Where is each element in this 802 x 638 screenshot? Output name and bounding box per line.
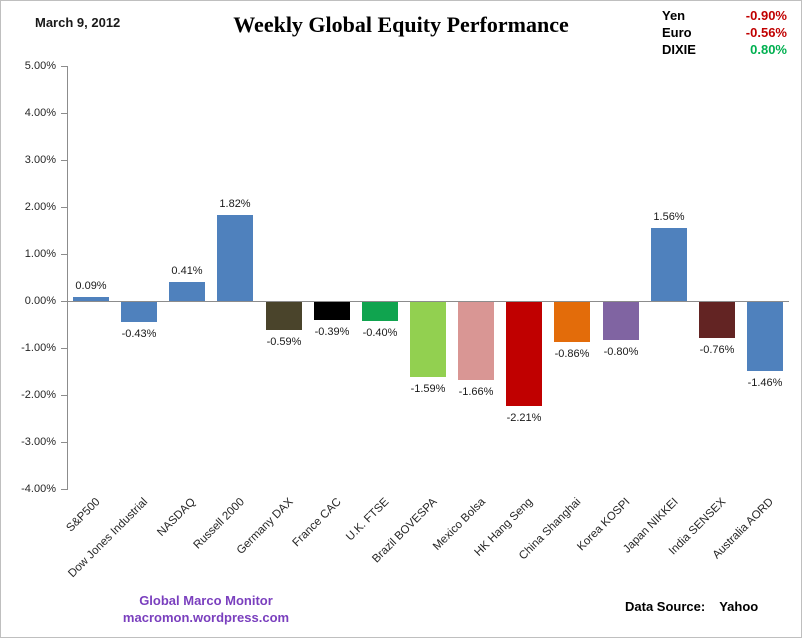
y-axis-tick-label: -2.00% — [21, 389, 56, 401]
chart-title: Weekly Global Equity Performance — [233, 12, 569, 37]
bar-hk-hang-seng — [506, 302, 542, 406]
y-axis-tick-label: 3.00% — [24, 154, 56, 166]
bar-dow-jones-industrial — [121, 302, 157, 322]
fx-value: 0.80% — [750, 42, 787, 57]
y-axis-tick-label: 1.00% — [24, 248, 56, 260]
brand-url: macromon.wordpress.com — [122, 610, 290, 625]
fx-row-yen: Yen -0.90% — [662, 7, 787, 24]
bar-russell-2000 — [217, 215, 253, 301]
y-axis-tick-label: 4.00% — [24, 107, 56, 119]
fx-label: Yen — [662, 8, 686, 23]
bar-value-label-korea-kospi: -0.80% — [603, 346, 639, 358]
y-axis-tick — [61, 254, 67, 255]
bar-value-label-germany-dax: -0.59% — [266, 336, 302, 348]
bar-brazil-bovespa — [410, 302, 446, 377]
bar-value-label-china-shanghai: -0.86% — [554, 348, 590, 360]
y-axis-line — [67, 66, 68, 490]
y-axis-tick-label: -3.00% — [21, 436, 56, 448]
fx-label: DIXIE — [662, 42, 696, 57]
y-axis-tick — [61, 113, 67, 114]
bar-value-label-s-p500: 0.09% — [75, 280, 107, 292]
bar-value-label-france-cac: -0.39% — [314, 326, 350, 338]
bar-value-label-hk-hang-seng: -2.21% — [506, 412, 542, 424]
fx-value: -0.90% — [745, 8, 787, 23]
brand-credit: Global Marco Monitor macromon.wordpress.… — [101, 592, 311, 626]
bar-value-label-dow-jones-industrial: -0.43% — [121, 328, 157, 340]
y-axis-tick — [61, 207, 67, 208]
y-axis-tick-label: 2.00% — [24, 201, 56, 213]
fx-row-dixie: DIXIE 0.80% — [662, 41, 787, 58]
bar-s-p500 — [73, 297, 109, 301]
fx-row-euro: Euro -0.56% — [662, 24, 787, 41]
y-axis-tick — [61, 301, 67, 302]
bar-value-label-japan-nikkei: 1.56% — [653, 211, 685, 223]
bar-value-label-australia-aord: -1.46% — [747, 377, 783, 389]
bar-value-label-russell-2000: 1.82% — [219, 198, 251, 210]
bar-value-label-u-k-ftse: -0.40% — [362, 327, 398, 339]
fx-value: -0.56% — [745, 25, 787, 40]
y-axis-tick-label: 0.00% — [24, 295, 56, 307]
y-axis-tick — [61, 66, 67, 67]
bar-value-label-brazil-bovespa: -1.59% — [410, 383, 446, 395]
y-axis-tick-label: -1.00% — [21, 342, 56, 354]
y-axis-tick — [61, 442, 67, 443]
y-axis-tick-label: 5.00% — [24, 60, 56, 72]
data-source-note: Data Source: Yahoo — [625, 599, 758, 614]
x-axis-label-u-k-ftse: U.K. FTSE — [344, 496, 392, 544]
y-axis-tick — [61, 395, 67, 396]
x-axis-label-s-p500: S&P500 — [64, 496, 103, 535]
y-axis-tick — [61, 489, 67, 490]
x-axis-label-dow-jones-industrial: Dow Jones Industrial — [66, 496, 151, 580]
y-axis-tick — [61, 160, 67, 161]
zero-baseline — [67, 301, 789, 302]
fx-label: Euro — [662, 25, 692, 40]
bar-value-label-mexico-bolsa: -1.66% — [458, 386, 494, 398]
bar-france-cac — [314, 302, 350, 320]
bar-value-label-nasdaq: 0.41% — [171, 265, 203, 277]
bar-nasdaq — [169, 282, 205, 301]
bar-germany-dax — [266, 302, 302, 330]
bar-china-shanghai — [554, 302, 590, 342]
data-source-value: Yahoo — [719, 599, 759, 614]
bar-u-k-ftse — [362, 302, 398, 321]
bar-japan-nikkei — [651, 228, 687, 301]
y-axis-tick — [61, 348, 67, 349]
bar-australia-aord — [747, 302, 783, 371]
x-axis-label-france-cac: France CAC — [290, 496, 344, 550]
fx-summary-panel: Yen -0.90% Euro -0.56% DIXIE 0.80% — [662, 7, 787, 58]
bar-value-label-india-sensex: -0.76% — [699, 344, 735, 356]
x-axis-label-nasdaq: NASDAQ — [155, 496, 199, 539]
bar-mexico-bolsa — [458, 302, 494, 380]
bar-korea-kospi — [603, 302, 639, 340]
y-axis-tick-label: -4.00% — [21, 483, 56, 495]
data-source-label: Data Source: — [625, 599, 706, 614]
bar-india-sensex — [699, 302, 735, 338]
date-label: March 9, 2012 — [35, 15, 121, 30]
brand-name: Global Marco Monitor — [139, 593, 273, 608]
